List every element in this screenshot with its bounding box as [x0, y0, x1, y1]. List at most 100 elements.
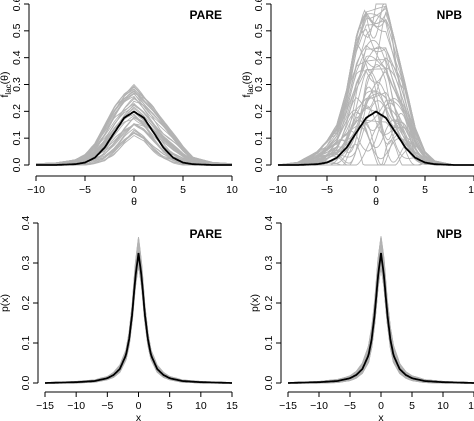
x-tick-label: 10	[468, 184, 474, 196]
y-tick-label: 0.2	[11, 104, 23, 119]
estimate-curve	[288, 259, 474, 384]
estimate-curve	[288, 259, 474, 384]
y-tick-label: 0.3	[263, 256, 275, 271]
y-tick-label: 0.0	[263, 376, 275, 391]
estimate-curve	[277, 28, 474, 166]
x-tick-label: −10	[269, 184, 287, 196]
estimate-curve	[45, 252, 232, 384]
x-axis-label: x	[378, 412, 384, 421]
estimate-curve	[45, 264, 232, 384]
y-axis-label-arg: (θ)	[0, 72, 11, 85]
estimate-curve	[45, 252, 232, 384]
estimate-curve	[44, 247, 232, 384]
y-axis-label: p(x)	[249, 294, 261, 312]
estimate-curve	[277, 57, 474, 166]
y-tick-label: 0.4	[253, 50, 265, 65]
y-tick-label: 0.2	[263, 296, 275, 311]
estimate-curve	[45, 255, 232, 384]
estimate-curve	[44, 248, 233, 384]
estimate-curve	[45, 264, 232, 384]
estimate-curve	[288, 264, 474, 384]
y-tick-label: 0.0	[11, 158, 23, 173]
estimate-curve	[45, 254, 232, 384]
y-tick-label: 0.4	[263, 216, 275, 231]
x-tick-label: 0	[136, 400, 142, 412]
estimate-curve	[45, 264, 232, 384]
estimate-curves	[35, 83, 233, 166]
x-tick-label: 0	[378, 400, 384, 412]
x-tick-label: 0	[373, 184, 379, 196]
estimate-curve	[45, 248, 233, 384]
x-tick-label: 10	[437, 400, 449, 412]
y-axis-label: p(x)	[0, 294, 11, 312]
y-axis-label-main: f	[241, 95, 253, 98]
estimate-curve	[36, 123, 232, 166]
x-tick-label: 5	[409, 400, 415, 412]
x-tick-label: −5	[321, 184, 333, 196]
estimate-curve	[35, 111, 233, 165]
x-tick-label: −10	[67, 400, 85, 412]
x-tick-label: 5	[180, 184, 186, 196]
estimate-curve	[288, 256, 474, 384]
estimate-curve	[277, 3, 474, 166]
estimate-curve	[45, 261, 233, 384]
estimate-curve	[288, 252, 474, 384]
estimate-curve	[288, 254, 474, 384]
estimate-curve	[277, 13, 474, 166]
estimate-curve	[287, 259, 474, 384]
estimate-curve	[45, 253, 232, 384]
x-axis-label: x	[136, 412, 142, 421]
x-tick-label: −10	[27, 184, 45, 196]
estimate-curve	[45, 252, 232, 384]
true-density-line	[278, 110, 474, 166]
estimate-curve	[45, 258, 232, 384]
estimate-curve	[288, 261, 474, 384]
panel-3: 0.0 0.1 0.2 0.3 0.4 −15 −10 −5 0 5 10 15 x p(x) PARE	[0, 216, 238, 421]
true-density-line	[36, 110, 232, 166]
estimate-curve	[288, 260, 474, 384]
estimate-curve	[35, 118, 232, 165]
estimate-curve	[45, 255, 232, 384]
estimate-curve	[35, 88, 233, 165]
estimate-curve	[288, 261, 474, 384]
estimate-curve	[45, 255, 232, 384]
estimate-curve	[44, 249, 232, 384]
y-tick-label: 0.1	[263, 336, 275, 351]
estimate-curve	[45, 263, 232, 384]
y-axis-label: flac(θ)	[0, 72, 13, 98]
y-tick-label: 0.4	[20, 216, 32, 231]
estimate-curve	[277, 7, 474, 166]
x-tick-label: 5	[167, 400, 173, 412]
x-tick-label: −10	[310, 400, 328, 412]
estimate-curve	[288, 253, 474, 384]
y-tick-label: 0.6	[253, 0, 265, 11]
estimate-curve	[45, 257, 232, 384]
y-tick-label: 0.2	[20, 296, 32, 311]
x-tick-label: −5	[344, 400, 356, 412]
estimate-curve	[45, 256, 233, 384]
estimate-curve	[288, 263, 474, 384]
estimate-curve	[287, 263, 474, 384]
panel-title: NPB	[437, 227, 463, 241]
estimate-curve	[45, 263, 232, 384]
y-tick-label: 0.5	[253, 23, 265, 38]
estimate-curve	[35, 106, 232, 165]
panel-title: NPB	[437, 8, 463, 22]
panel-4: 0.0 0.1 0.2 0.3 0.4 −15 −10 −5 0 5 10 15 x p(x) NPB	[249, 216, 474, 421]
estimate-curve	[35, 113, 233, 165]
estimate-curve	[288, 252, 474, 384]
x-tick-label: −15	[36, 400, 54, 412]
estimate-curve	[287, 265, 474, 384]
x-axis-label: θ	[373, 196, 379, 208]
estimate-curve	[288, 265, 474, 384]
x-axis-label: θ	[131, 196, 137, 208]
y-tick-label: 0.1	[20, 336, 32, 351]
y-axis-label-sub: lac	[4, 84, 13, 94]
estimate-curve	[277, 3, 474, 166]
estimate-curve	[288, 266, 474, 384]
y-axis-label-arg: (θ)	[241, 72, 253, 85]
estimate-curve	[45, 250, 232, 384]
estimate-curve	[45, 261, 232, 384]
estimate-curve	[277, 71, 474, 166]
